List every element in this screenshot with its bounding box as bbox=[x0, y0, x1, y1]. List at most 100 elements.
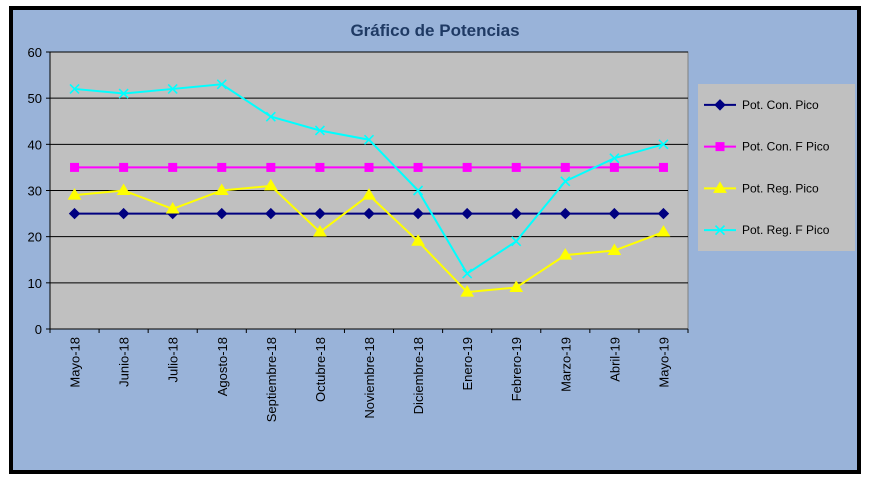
series-marker bbox=[658, 139, 669, 150]
y-tick-label: 50 bbox=[28, 91, 42, 106]
legend-label: Pot. Reg. Pico bbox=[742, 181, 819, 195]
series-marker-stroke bbox=[363, 134, 375, 145]
series-marker bbox=[119, 162, 129, 172]
series-group bbox=[67, 79, 671, 297]
y-tick-label: 10 bbox=[28, 276, 42, 291]
series-pot-reg-f-pico bbox=[69, 79, 669, 279]
series-marker bbox=[609, 153, 620, 164]
series-marker bbox=[560, 176, 571, 187]
series-marker bbox=[657, 207, 670, 220]
series-marker-stroke bbox=[413, 185, 424, 196]
series-marker bbox=[461, 207, 473, 220]
series-marker bbox=[658, 162, 668, 172]
series-marker bbox=[363, 207, 375, 220]
series-marker-stroke bbox=[314, 125, 325, 136]
legend-item: Pot. Con. Pico bbox=[704, 98, 819, 112]
series-marker bbox=[67, 188, 82, 200]
x-tick-label: Septiembre-18 bbox=[264, 337, 279, 422]
x-tick-label: Octubre-18 bbox=[313, 337, 328, 402]
series-marker-stroke bbox=[714, 225, 726, 236]
x-tick-label: Diciembre-18 bbox=[411, 337, 426, 414]
x-tick-label: Abril-19 bbox=[607, 337, 622, 382]
series-marker bbox=[214, 183, 229, 195]
series-marker bbox=[510, 207, 522, 220]
legend-label: Pot. Reg. F Pico bbox=[742, 223, 830, 237]
x-tick-label: Mayo-18 bbox=[68, 337, 83, 388]
series-pot-con-f-pico bbox=[70, 162, 668, 172]
series-marker bbox=[509, 280, 524, 292]
series-marker bbox=[413, 162, 423, 172]
series-marker bbox=[265, 207, 277, 220]
x-tick-label: Julio-18 bbox=[166, 337, 181, 383]
series-marker-stroke bbox=[118, 88, 129, 99]
series-marker bbox=[560, 162, 570, 172]
series-marker bbox=[364, 162, 374, 172]
x-tick-label: Noviembre-18 bbox=[362, 337, 377, 419]
chart-title: Gráfico de Potencias bbox=[350, 21, 519, 40]
series-marker bbox=[314, 207, 326, 220]
series-marker bbox=[117, 207, 130, 220]
series-marker-stroke bbox=[265, 111, 276, 122]
axes: 0 10 20 30 40 50 60 Mayo-18 Junio-18 Julio-18 Agos… bbox=[28, 45, 689, 422]
legend-item: Pot. Con. F Pico bbox=[704, 140, 830, 154]
y-tick-label: 20 bbox=[28, 230, 42, 245]
series-marker-stroke bbox=[511, 236, 522, 247]
y-tick-label: 30 bbox=[28, 184, 42, 199]
series-marker bbox=[314, 125, 325, 136]
series-marker bbox=[559, 207, 572, 220]
series-marker bbox=[714, 225, 726, 236]
series-marker bbox=[362, 188, 376, 200]
series-pot-reg-pico bbox=[67, 178, 671, 297]
legend-item: Pot. Reg. F Pico bbox=[704, 223, 830, 237]
series-marker bbox=[167, 83, 178, 94]
legend: Pot. Con. Pico Pot. Con. F Pico Pot. Reg. … bbox=[698, 84, 855, 251]
y-tick-label: 40 bbox=[28, 137, 42, 152]
series-marker-stroke bbox=[216, 79, 227, 90]
series-marker bbox=[460, 285, 475, 297]
y-tick-label: 60 bbox=[28, 45, 42, 60]
series-marker bbox=[265, 111, 276, 122]
series-marker bbox=[558, 248, 573, 260]
series-marker bbox=[715, 142, 725, 152]
legend-box bbox=[698, 84, 855, 251]
series-marker bbox=[69, 83, 80, 94]
series-marker bbox=[462, 268, 473, 279]
series-marker bbox=[656, 225, 671, 237]
legend-label: Pot. Con. F Pico bbox=[742, 140, 830, 154]
series-marker bbox=[216, 207, 228, 220]
series-marker bbox=[168, 162, 178, 172]
series-marker bbox=[411, 234, 425, 246]
series-marker bbox=[263, 178, 278, 191]
series-marker-stroke bbox=[658, 139, 669, 150]
series-marker bbox=[511, 236, 522, 247]
series-marker-stroke bbox=[167, 83, 178, 94]
series-marker bbox=[609, 162, 619, 172]
series-marker bbox=[607, 243, 622, 256]
series-marker bbox=[165, 201, 180, 214]
series-marker bbox=[713, 181, 727, 193]
legend-item: Pot. Reg. Pico bbox=[704, 181, 819, 195]
series-marker bbox=[412, 207, 424, 220]
series-marker bbox=[315, 162, 325, 172]
series-marker bbox=[116, 183, 131, 195]
series-marker bbox=[266, 162, 276, 172]
series-marker bbox=[313, 225, 327, 237]
series-marker bbox=[118, 88, 129, 99]
series-marker bbox=[70, 162, 80, 172]
series-marker bbox=[363, 134, 375, 145]
x-tick-label: Mayo-19 bbox=[656, 337, 671, 388]
series-marker bbox=[511, 162, 521, 172]
x-tick-label: Febrero-19 bbox=[509, 337, 524, 401]
series-marker-stroke bbox=[560, 176, 571, 187]
series-marker bbox=[68, 207, 81, 220]
series-marker bbox=[413, 185, 424, 196]
x-tick-label: Agosto-18 bbox=[215, 337, 230, 396]
series-marker-stroke bbox=[462, 268, 473, 279]
series-marker bbox=[216, 79, 227, 90]
series-marker bbox=[608, 207, 621, 220]
series-marker-stroke bbox=[609, 153, 620, 164]
series-marker bbox=[462, 162, 472, 172]
y-tick-label: 0 bbox=[35, 322, 42, 337]
